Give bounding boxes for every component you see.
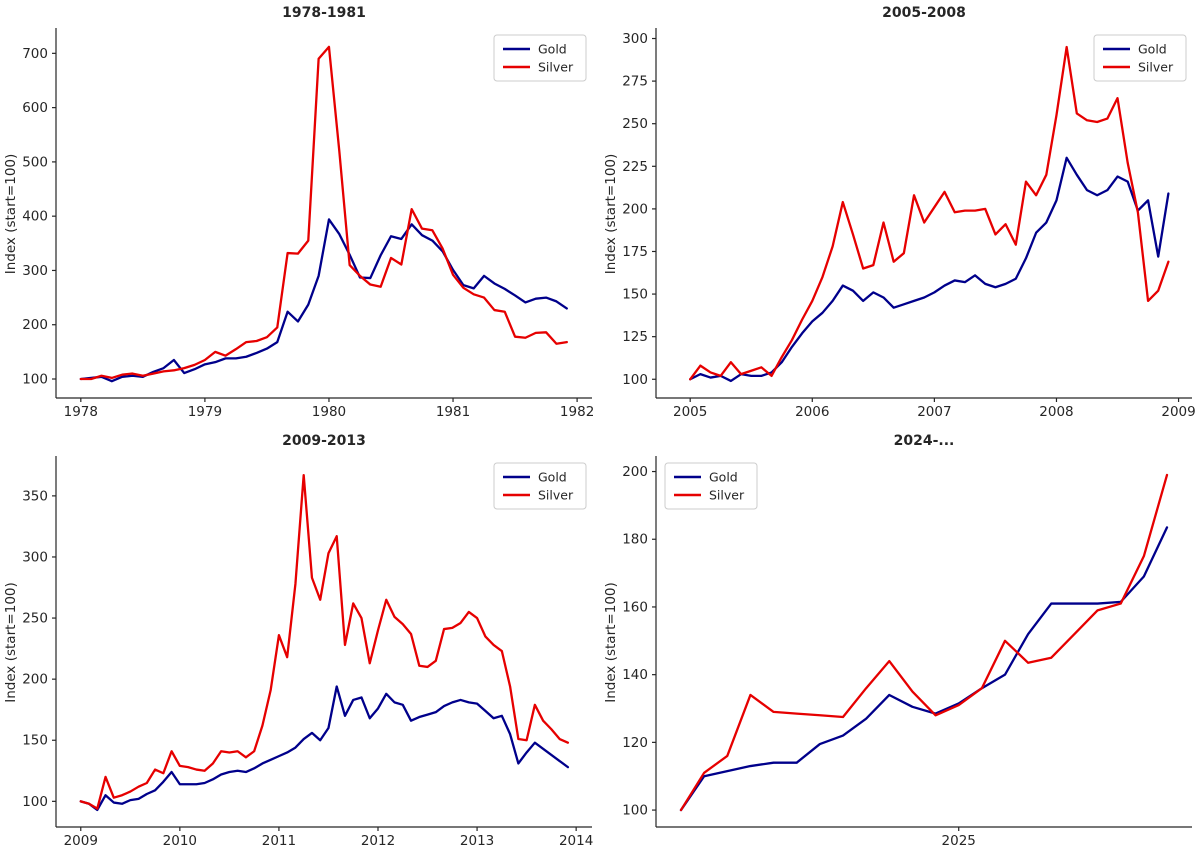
x-tick-label: 2013	[460, 833, 494, 849]
x-tick-label: 2012	[361, 833, 395, 849]
chart-title: 2024-...	[894, 433, 955, 449]
x-tick-label: 1980	[312, 404, 346, 420]
y-tick-label: 180	[622, 532, 648, 548]
y-tick-label: 200	[622, 201, 648, 217]
legend-silver-label: Silver	[1138, 60, 1174, 75]
subplot-2009-2013: 2009 2010 2011 2012 2013 2014 100 150 200 250 300 3…	[0, 428, 600, 857]
y-tick-label: 100	[622, 372, 648, 388]
legend-box	[664, 462, 758, 510]
x-tick-label: 2009	[1161, 404, 1195, 420]
y-tick-label: 175	[622, 244, 648, 260]
legend-gold-label: Gold	[709, 470, 738, 485]
y-tick-label: 150	[622, 287, 648, 303]
y-tick-label: 500	[22, 154, 48, 170]
gold-line	[689, 156, 1170, 383]
x-tick-label: 2010	[163, 833, 197, 849]
y-tick-label: 250	[622, 116, 648, 132]
y-axis-label: Index (start=100)	[603, 582, 619, 703]
x-tick-label: 1978	[64, 404, 98, 420]
subplot-2005-2008: 2005 2006 2007 2008 2009 100 125 150 175 200 225 25…	[600, 0, 1200, 428]
legend-box	[493, 462, 587, 510]
chart-title: 2005-2008	[882, 5, 966, 21]
x-tick-label: 1982	[560, 404, 594, 420]
gold-line	[79, 218, 568, 383]
y-tick-label: 100	[22, 372, 48, 388]
y-tick-label: 250	[22, 611, 48, 627]
legend-gold-label: Gold	[538, 470, 567, 485]
y-tick-label: 300	[22, 549, 48, 565]
y-axis-label: Index (start=100)	[603, 154, 619, 275]
x-tick-label: 2009	[64, 833, 98, 849]
x-tick-label: 2007	[917, 404, 951, 420]
y-tick-label: 120	[622, 735, 648, 751]
legend-silver-label: Silver	[538, 60, 574, 75]
chart-2024-now: 2025 100 120 140 160 180 200 Index (start=100) 2…	[603, 433, 1192, 849]
y-axis-label: Index (start=100)	[3, 582, 19, 703]
y-tick-label: 100	[622, 803, 648, 819]
x-tick-label: 2014	[559, 833, 593, 849]
y-axis-label: Index (start=100)	[3, 154, 19, 275]
y-tick-label: 100	[22, 794, 48, 810]
y-tick-label: 200	[22, 317, 48, 333]
silver-line	[689, 45, 1170, 381]
subplot-1978-1981: 1978 1979 1980 1981 1982 100 200 300 400 500 600 70…	[0, 0, 600, 428]
y-tick-label: 700	[22, 46, 48, 62]
gold-line	[79, 685, 570, 812]
chart-title: 2009-2013	[282, 433, 366, 449]
y-tick-label: 275	[622, 74, 648, 90]
legend-box	[1093, 34, 1187, 82]
legend-gold-label: Gold	[538, 42, 567, 57]
y-tick-label: 350	[22, 488, 48, 504]
y-tick-label: 200	[622, 464, 648, 480]
y-tick-label: 300	[622, 31, 648, 47]
legend-silver-label: Silver	[709, 488, 745, 503]
silver-line	[79, 473, 570, 810]
silver-line	[79, 45, 568, 381]
gold-line	[679, 526, 1169, 812]
x-tick-label: 2008	[1039, 404, 1073, 420]
y-tick-label: 150	[22, 733, 48, 749]
chart-2005-2008: 2005 2006 2007 2008 2009 100 125 150 175 200 225 25…	[603, 5, 1196, 420]
x-tick-label: 1981	[436, 404, 470, 420]
y-tick-label: 200	[22, 672, 48, 688]
subplot-2024-now: 2025 100 120 140 160 180 200 Index (start=100) 2…	[600, 428, 1200, 857]
legend-gold-label: Gold	[1138, 42, 1167, 57]
x-tick-label: 2025	[942, 833, 976, 849]
chart-2009-2013: 2009 2010 2011 2012 2013 2014 100 150 200 250 300 3…	[3, 433, 593, 849]
y-tick-label: 160	[622, 599, 648, 615]
chart-1978-1981: 1978 1979 1980 1981 1982 100 200 300 400 500 600 70…	[3, 5, 594, 420]
y-tick-label: 125	[622, 329, 648, 345]
y-tick-label: 225	[622, 159, 648, 175]
x-tick-label: 2011	[262, 833, 296, 849]
y-tick-label: 600	[22, 100, 48, 116]
legend-silver-label: Silver	[538, 488, 574, 503]
y-tick-label: 140	[622, 667, 648, 683]
x-tick-label: 2005	[673, 404, 707, 420]
y-tick-label: 400	[22, 209, 48, 225]
y-tick-label: 300	[22, 263, 48, 279]
legend-box	[493, 34, 587, 82]
x-tick-label: 2006	[795, 404, 829, 420]
silver-line	[679, 473, 1169, 812]
chart-title: 1978-1981	[282, 5, 366, 21]
x-tick-label: 1979	[188, 404, 222, 420]
